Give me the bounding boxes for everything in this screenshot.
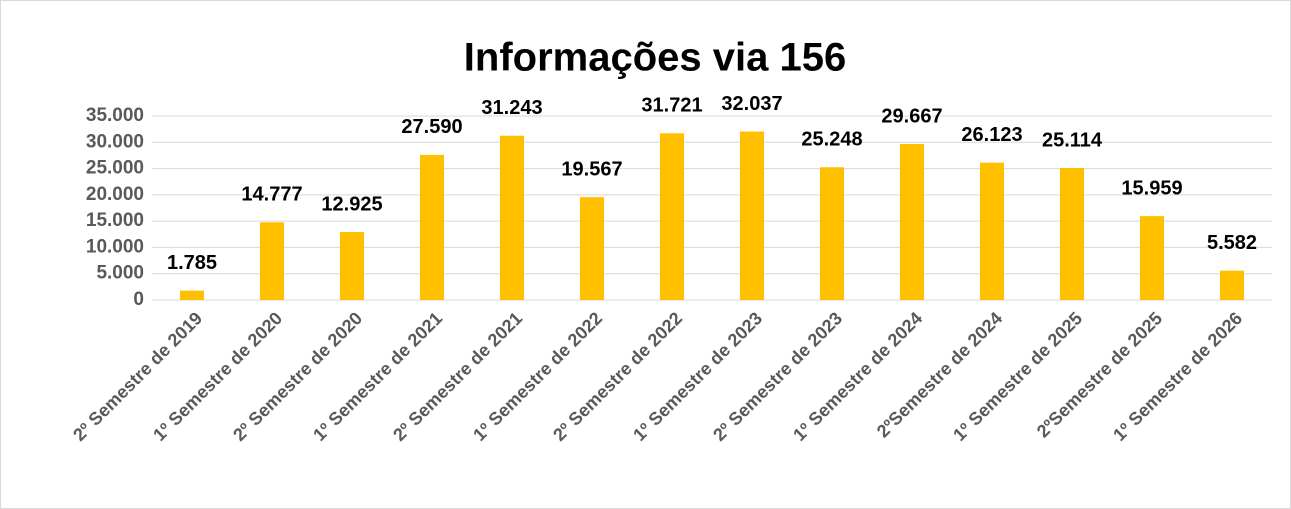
bar — [820, 167, 844, 300]
value-label: 12.925 — [321, 193, 382, 215]
value-label: 25.114 — [1042, 129, 1103, 151]
y-tick-label: 35.000 — [86, 105, 144, 126]
chart-title: Informações via 156 — [464, 36, 846, 80]
bar — [420, 154, 444, 300]
y-tick-label: 25.000 — [86, 158, 144, 179]
y-tick-label: 15.000 — [86, 210, 144, 231]
value-label: 1.785 — [167, 252, 217, 274]
value-label: 31.721 — [641, 95, 702, 117]
value-label: 25.248 — [801, 129, 862, 151]
value-label: 32.037 — [721, 93, 782, 115]
y-tick-label: 20.000 — [86, 184, 144, 205]
bar — [1220, 270, 1244, 300]
value-label: 31.243 — [481, 97, 542, 119]
bar — [740, 131, 764, 300]
value-label: 19.567 — [561, 158, 622, 180]
value-label: 29.667 — [881, 105, 942, 127]
value-label: 5.582 — [1207, 232, 1257, 254]
bar — [580, 197, 604, 300]
bar — [260, 222, 284, 300]
bar — [900, 144, 924, 300]
bar — [1060, 167, 1084, 300]
value-label: 15.959 — [1121, 177, 1182, 199]
bar — [660, 133, 684, 300]
bar — [180, 290, 204, 300]
value-label: 26.123 — [961, 124, 1022, 146]
y-tick-label: 5.000 — [96, 263, 144, 284]
value-label: 27.590 — [401, 116, 462, 138]
bar — [980, 162, 1004, 300]
y-tick-label: 0 — [133, 289, 144, 310]
y-tick-label: 30.000 — [86, 131, 144, 152]
bar — [340, 232, 364, 300]
y-tick-label: 10.000 — [86, 236, 144, 257]
bar — [1140, 216, 1164, 300]
bar — [500, 135, 524, 300]
value-label: 14.777 — [241, 184, 302, 206]
